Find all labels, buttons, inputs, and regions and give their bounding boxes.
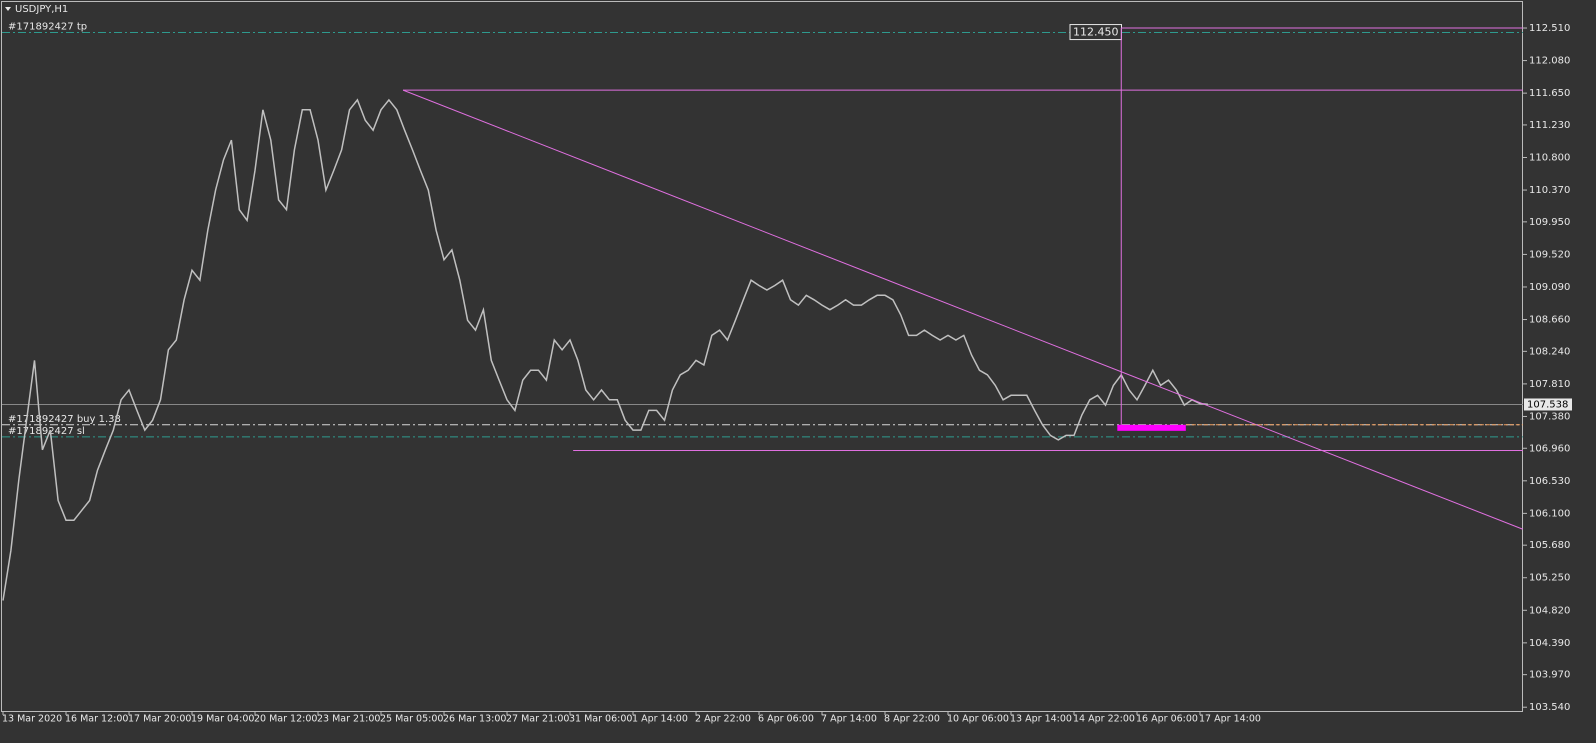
x-tick-label: 2 Apr 22:00: [695, 714, 751, 725]
y-tick-label: 106.960: [1529, 443, 1570, 454]
y-tick-label: 109.520: [1529, 249, 1570, 260]
y-tick-label: 103.540: [1529, 702, 1570, 713]
current-price-box: [1524, 398, 1572, 411]
plot-border: [1, 1, 1523, 712]
y-tick-label: 104.390: [1529, 638, 1570, 649]
y-tick-label: 111.230: [1529, 120, 1570, 131]
y-tick-label: 110.800: [1529, 152, 1570, 163]
menu-arrow[interactable]: [5, 7, 11, 11]
price-line: [2, 98, 1208, 601]
y-tick-label: 105.680: [1529, 540, 1570, 551]
y-tick-label: 104.820: [1529, 605, 1570, 616]
y-tick-label: 109.950: [1529, 217, 1570, 228]
y-tick-label: 106.100: [1529, 508, 1570, 519]
x-tick-label: 6 Apr 06:00: [758, 714, 814, 725]
y-tick-label: 110.370: [1529, 185, 1570, 196]
x-tick-label: 16 Mar 12:00: [65, 714, 128, 725]
x-tick-label: 8 Apr 22:00: [884, 714, 940, 725]
x-tick-label: 10 Apr 06:00: [947, 714, 1009, 725]
y-tick-label: 107.810: [1529, 379, 1570, 390]
x-tick-label: 19 Mar 04:00: [191, 714, 254, 725]
y-tick-label: 105.250: [1529, 573, 1570, 584]
x-tick-label: 17 Mar 20:00: [128, 714, 191, 725]
order-label: #171892427 sl: [8, 426, 85, 437]
x-tick-label: 13 Apr 14:00: [1010, 714, 1072, 725]
order-label: #171892427 buy 1.38: [8, 414, 121, 425]
y-tick-label: 103.970: [1529, 670, 1570, 681]
chart-title: USDJPY,H1: [15, 4, 68, 15]
y-tick-label: 112.080: [1529, 56, 1570, 67]
x-tick-label: 17 Apr 14:00: [1199, 714, 1261, 725]
x-tick-label: 7 Apr 14:00: [821, 714, 877, 725]
y-tick-label: 109.090: [1529, 282, 1570, 293]
x-tick-label: 13 Mar 2020: [2, 714, 62, 725]
x-tick-label: 14 Apr 22:00: [1073, 714, 1135, 725]
y-tick-label: 107.380: [1529, 411, 1570, 422]
y-tick-label: 108.660: [1529, 315, 1570, 326]
price-box-label: 112.450: [1073, 26, 1119, 39]
current-price-label: 107.538: [1527, 399, 1568, 410]
y-tick-label: 111.650: [1529, 88, 1570, 99]
x-tick-label: 16 Apr 06:00: [1136, 714, 1198, 725]
x-tick-label: 1 Apr 14:00: [632, 714, 688, 725]
x-tick-label: 27 Mar 21:00: [506, 714, 569, 725]
y-tick-label: 108.240: [1529, 346, 1570, 357]
y-tick-label: 106.530: [1529, 476, 1570, 487]
x-tick-label: 31 Mar 06:00: [569, 714, 632, 725]
x-tick-label: 20 Mar 12:00: [254, 714, 317, 725]
x-tick-label: 26 Mar 13:00: [443, 714, 506, 725]
y-tick-label: 112.510: [1529, 23, 1570, 34]
zone: [1117, 424, 1186, 431]
x-tick-label: 25 Mar 05:00: [380, 714, 443, 725]
order-label: #171892427 tp: [8, 22, 87, 33]
x-tick-label: 23 Mar 21:00: [317, 714, 380, 725]
trend-line: [402, 89, 1524, 530]
